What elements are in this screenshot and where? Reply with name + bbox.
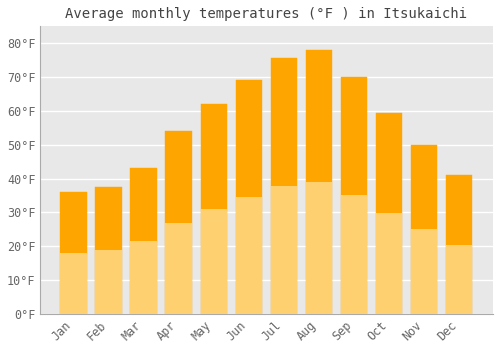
Title: Average monthly temperatures (°F ) in Itsukaichi: Average monthly temperatures (°F ) in It… <box>66 7 468 21</box>
Bar <box>306 50 332 314</box>
Bar <box>411 229 438 314</box>
Bar <box>200 209 227 314</box>
Bar <box>376 113 402 213</box>
Bar <box>376 213 402 314</box>
Bar <box>96 187 122 314</box>
Bar <box>60 253 86 314</box>
Bar <box>446 245 472 314</box>
Bar <box>306 182 332 314</box>
Bar <box>130 168 156 314</box>
Bar <box>130 168 156 241</box>
Bar <box>270 58 297 186</box>
Bar <box>130 241 156 314</box>
Bar <box>446 175 472 314</box>
Bar <box>60 192 86 253</box>
Bar <box>411 145 438 314</box>
Bar <box>411 145 438 229</box>
Bar <box>270 186 297 314</box>
Bar <box>341 77 367 314</box>
Bar <box>236 80 262 197</box>
Bar <box>60 192 86 314</box>
Bar <box>341 195 367 314</box>
Bar <box>306 50 332 182</box>
Bar <box>96 187 122 251</box>
Bar <box>166 131 192 314</box>
Bar <box>200 104 227 209</box>
Bar <box>200 104 227 314</box>
Bar <box>446 175 472 245</box>
Bar <box>166 223 192 314</box>
Bar <box>270 58 297 314</box>
Bar <box>166 131 192 223</box>
Bar <box>341 77 367 195</box>
Bar <box>376 113 402 314</box>
Bar <box>236 80 262 314</box>
Bar <box>236 197 262 314</box>
Bar <box>96 251 122 314</box>
